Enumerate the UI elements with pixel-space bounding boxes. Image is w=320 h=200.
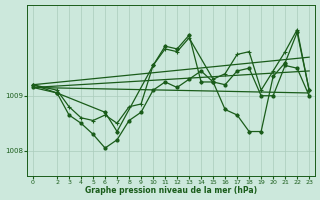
X-axis label: Graphe pression niveau de la mer (hPa): Graphe pression niveau de la mer (hPa) [85,186,257,195]
